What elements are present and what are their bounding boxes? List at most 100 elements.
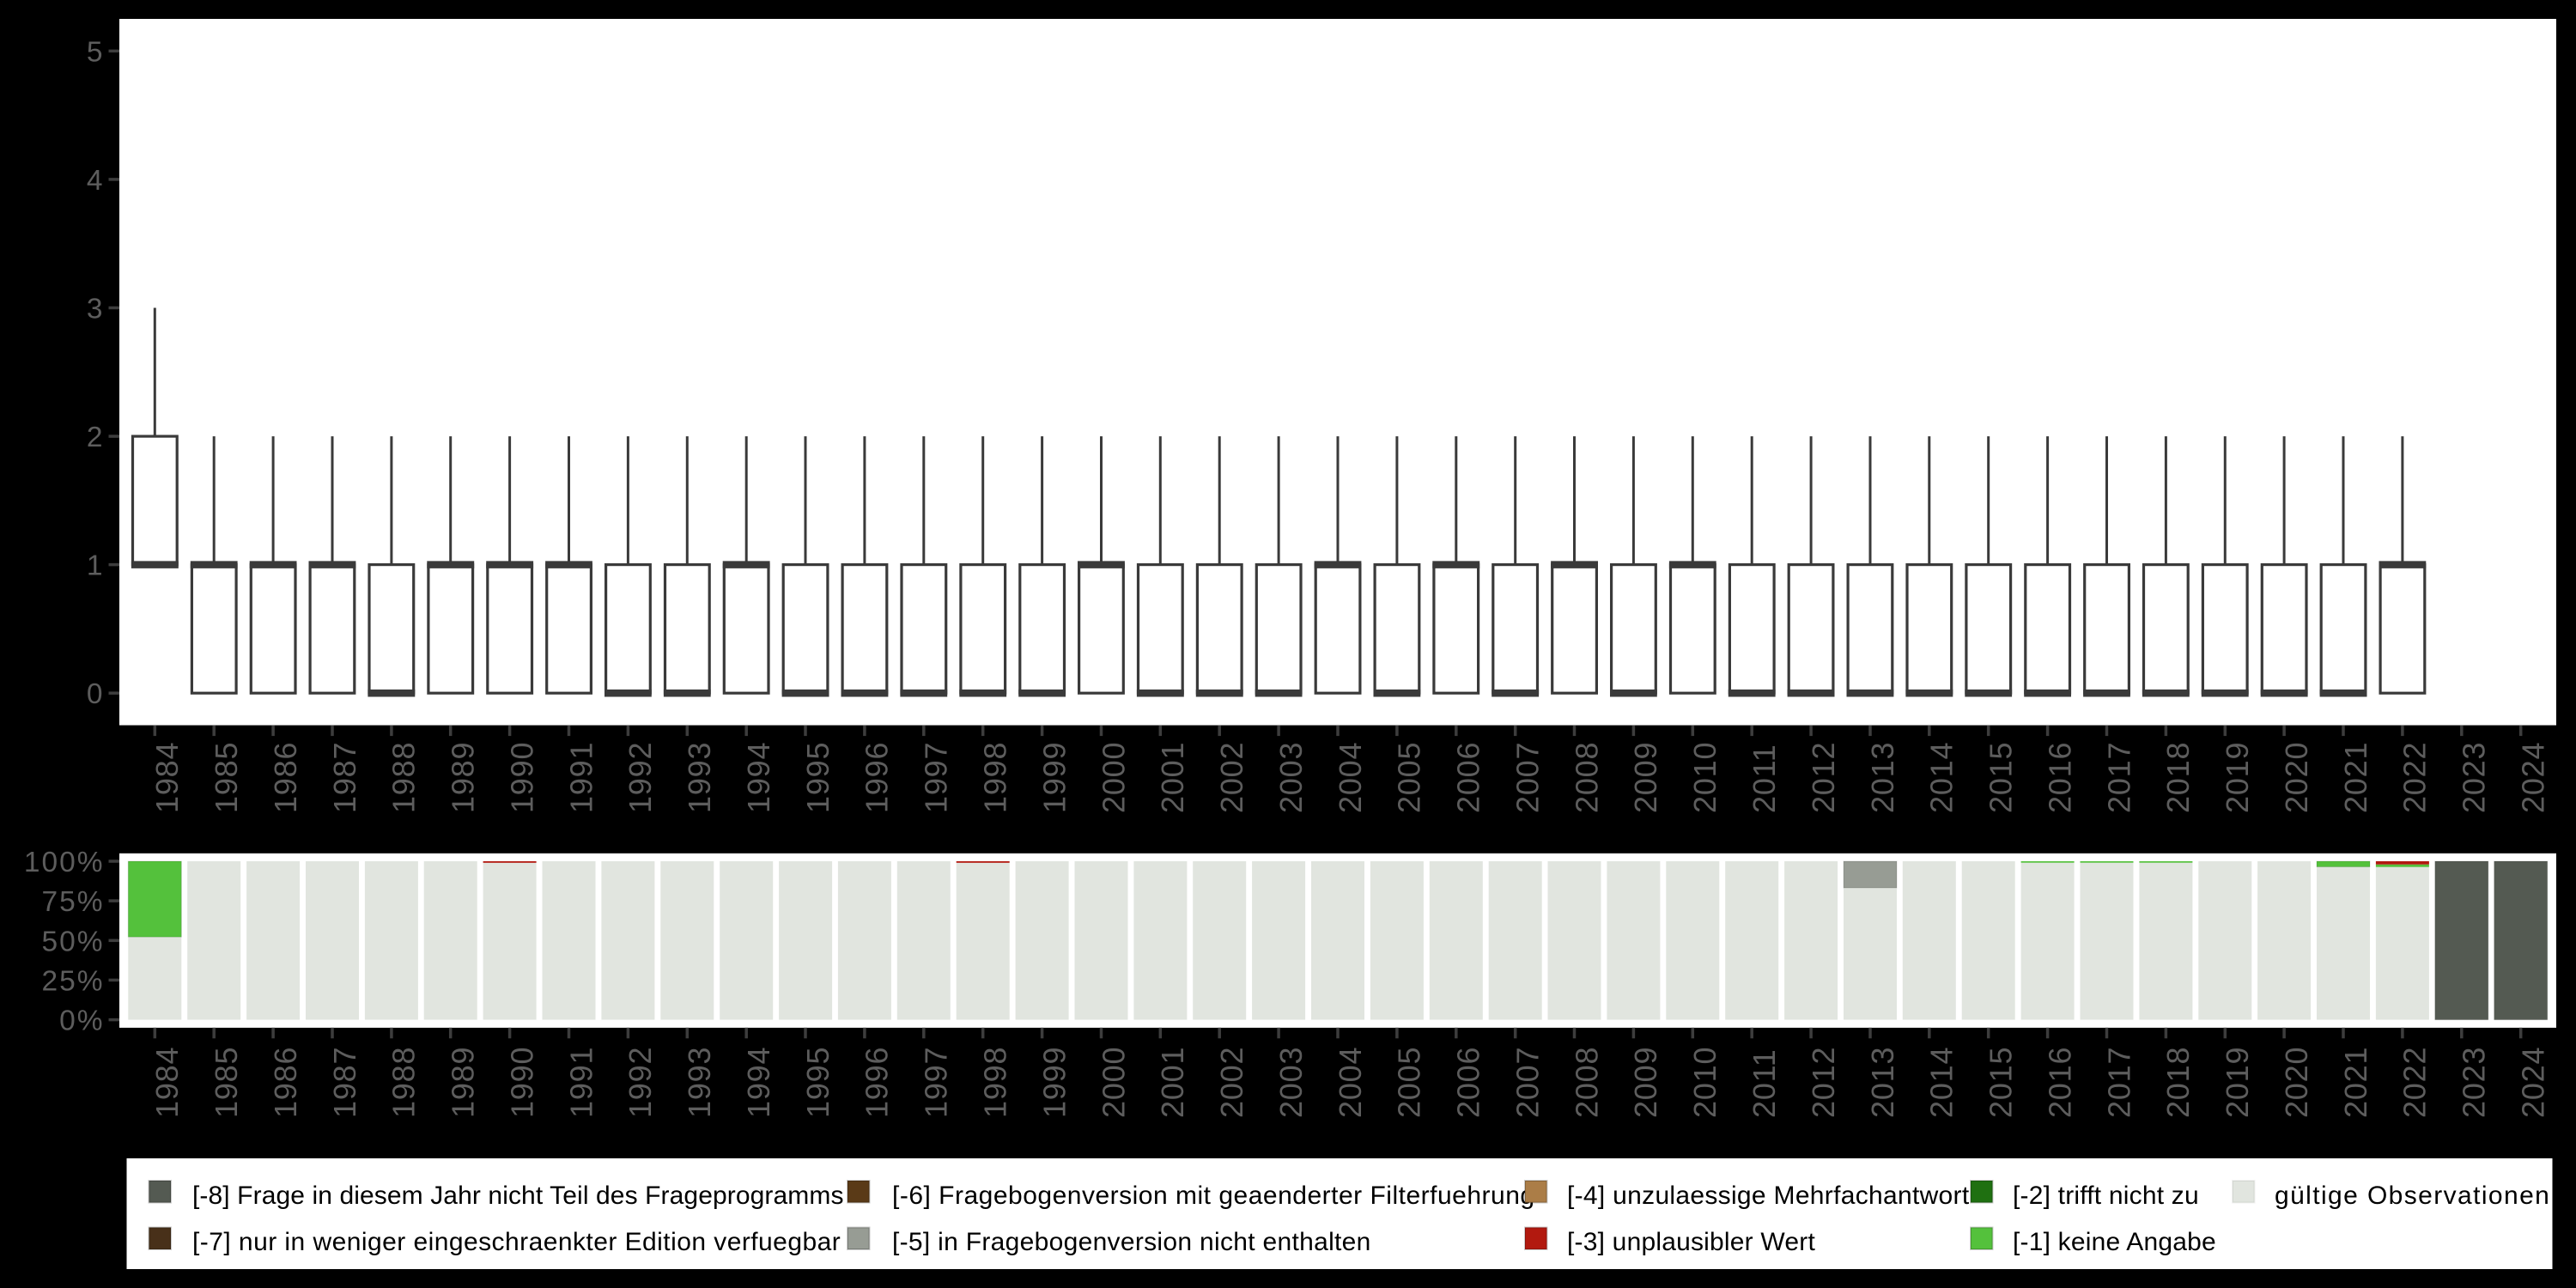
svg-text:2003: 2003 — [1273, 1047, 1309, 1118]
svg-text:1999: 1999 — [1036, 742, 1072, 813]
svg-text:2009: 2009 — [1628, 742, 1663, 813]
svg-text:1992: 1992 — [623, 742, 658, 813]
svg-text:[-5] in Fragebogenversion nich: [-5] in Fragebogenversion nicht enthalte… — [892, 1228, 1371, 1256]
svg-text:2021: 2021 — [2338, 742, 2373, 813]
svg-text:2004: 2004 — [1333, 1047, 1368, 1118]
svg-text:gültige Observationen: gültige Observationen — [2275, 1182, 2550, 1210]
svg-text:2011: 2011 — [1747, 1048, 1782, 1118]
svg-text:2012: 2012 — [1806, 742, 1841, 813]
svg-text:1991: 1991 — [563, 1047, 598, 1118]
svg-text:2003: 2003 — [1273, 742, 1309, 813]
svg-text:2000: 2000 — [1096, 742, 1131, 813]
svg-text:2006: 2006 — [1451, 1047, 1486, 1118]
svg-text:2002: 2002 — [1214, 742, 1249, 813]
svg-text:2022: 2022 — [2397, 742, 2433, 813]
svg-text:1998: 1998 — [978, 1047, 1013, 1118]
svg-text:0: 0 — [87, 678, 105, 710]
svg-text:50%: 50% — [41, 926, 104, 957]
svg-text:2007: 2007 — [1510, 1047, 1546, 1118]
svg-text:3: 3 — [87, 294, 105, 325]
svg-text:5: 5 — [87, 36, 105, 68]
svg-text:2018: 2018 — [2160, 1047, 2196, 1118]
svg-text:1995: 1995 — [800, 742, 835, 813]
svg-text:[-2] trifft nicht zu: [-2] trifft nicht zu — [2013, 1182, 2199, 1210]
svg-text:2024: 2024 — [2516, 1047, 2551, 1118]
svg-text:1994: 1994 — [741, 742, 776, 813]
svg-text:2006: 2006 — [1451, 742, 1486, 813]
svg-text:2017: 2017 — [2101, 742, 2136, 813]
svg-text:2001: 2001 — [1155, 742, 1190, 813]
svg-text:25%: 25% — [41, 965, 104, 997]
svg-text:1997: 1997 — [919, 742, 954, 813]
svg-text:2004: 2004 — [1333, 742, 1368, 813]
svg-text:2008: 2008 — [1569, 1047, 1604, 1118]
svg-text:1996: 1996 — [860, 742, 895, 813]
svg-text:2021: 2021 — [2338, 1047, 2373, 1118]
svg-text:2015: 2015 — [1984, 742, 2019, 813]
svg-text:1990: 1990 — [504, 742, 539, 813]
svg-text:1995: 1995 — [800, 1047, 835, 1118]
svg-text:2011: 2011 — [1747, 744, 1782, 813]
svg-text:1997: 1997 — [919, 1047, 954, 1118]
svg-text:2012: 2012 — [1806, 1047, 1841, 1118]
svg-text:2002: 2002 — [1214, 1047, 1249, 1118]
svg-text:1: 1 — [87, 550, 105, 582]
svg-text:2023: 2023 — [2457, 1047, 2492, 1118]
svg-text:1990: 1990 — [504, 1047, 539, 1118]
svg-text:2010: 2010 — [1687, 742, 1722, 813]
svg-text:2014: 2014 — [1924, 742, 1959, 813]
svg-text:75%: 75% — [41, 886, 104, 918]
svg-text:[-7] nur in weniger eingeschra: [-7] nur in weniger eingeschraenkter Edi… — [192, 1228, 841, 1256]
svg-text:1988: 1988 — [386, 1047, 422, 1118]
svg-text:2016: 2016 — [2042, 742, 2077, 813]
svg-text:100%: 100% — [24, 847, 105, 878]
svg-text:1986: 1986 — [268, 742, 303, 813]
svg-text:2008: 2008 — [1569, 742, 1604, 813]
svg-text:2019: 2019 — [2220, 742, 2255, 813]
svg-text:2010: 2010 — [1687, 1047, 1722, 1118]
svg-text:[-1] keine Angabe: [-1] keine Angabe — [2013, 1228, 2216, 1256]
svg-text:2015: 2015 — [1984, 1047, 2019, 1118]
svg-text:2000: 2000 — [1096, 1047, 1131, 1118]
svg-text:2005: 2005 — [1392, 1047, 1427, 1118]
svg-text:2017: 2017 — [2101, 1047, 2136, 1118]
svg-text:[-3] unplausibler Wert: [-3] unplausibler Wert — [1567, 1228, 1815, 1256]
svg-text:2005: 2005 — [1392, 742, 1427, 813]
svg-text:0%: 0% — [59, 1005, 104, 1037]
svg-text:1998: 1998 — [978, 742, 1013, 813]
svg-text:2020: 2020 — [2279, 1047, 2314, 1118]
svg-text:2020: 2020 — [2279, 742, 2314, 813]
svg-text:2014: 2014 — [1924, 1047, 1959, 1118]
svg-text:2024: 2024 — [2516, 742, 2551, 813]
svg-text:1993: 1993 — [682, 742, 717, 813]
svg-text:1984: 1984 — [149, 1047, 185, 1118]
svg-text:1985: 1985 — [209, 742, 244, 813]
svg-text:2013: 2013 — [1865, 742, 1900, 813]
svg-text:1984: 1984 — [149, 742, 185, 813]
svg-text:1991: 1991 — [563, 742, 598, 813]
svg-text:2013: 2013 — [1865, 1047, 1900, 1118]
svg-text:2007: 2007 — [1510, 742, 1546, 813]
svg-text:[-6] Fragebogenversion mit gea: [-6] Fragebogenversion mit geaenderter F… — [892, 1182, 1535, 1210]
svg-text:2009: 2009 — [1628, 1047, 1663, 1118]
svg-text:4: 4 — [87, 165, 105, 197]
svg-text:2001: 2001 — [1155, 1047, 1190, 1118]
svg-text:1994: 1994 — [741, 1047, 776, 1118]
svg-text:2: 2 — [87, 422, 105, 453]
svg-text:[-4] unzulaessige Mehrfachantw: [-4] unzulaessige Mehrfachantwort — [1567, 1182, 1970, 1210]
svg-text:1989: 1989 — [446, 1047, 481, 1118]
svg-text:[-8] Frage in diesem Jahr nich: [-8] Frage in diesem Jahr nicht Teil des… — [192, 1182, 844, 1210]
svg-text:2016: 2016 — [2042, 1047, 2077, 1118]
svg-text:2023: 2023 — [2457, 742, 2492, 813]
svg-text:1985: 1985 — [209, 1047, 244, 1118]
svg-text:2018: 2018 — [2160, 742, 2196, 813]
svg-text:1993: 1993 — [682, 1047, 717, 1118]
svg-text:1987: 1987 — [327, 1047, 362, 1118]
svg-text:1996: 1996 — [860, 1047, 895, 1118]
svg-text:1988: 1988 — [386, 742, 422, 813]
svg-text:1992: 1992 — [623, 1047, 658, 1118]
svg-text:1986: 1986 — [268, 1047, 303, 1118]
svg-text:1987: 1987 — [327, 742, 362, 813]
svg-text:2022: 2022 — [2397, 1047, 2433, 1118]
svg-text:1999: 1999 — [1036, 1047, 1072, 1118]
